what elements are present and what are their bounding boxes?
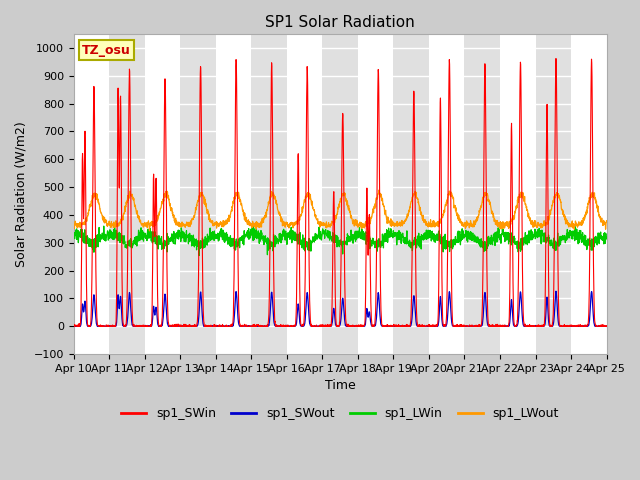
Bar [394, 34, 429, 354]
Bar [252, 34, 287, 354]
Y-axis label: Solar Radiation (W/m2): Solar Radiation (W/m2) [15, 121, 28, 267]
Bar [536, 34, 571, 354]
X-axis label: Time: Time [324, 379, 355, 392]
Bar [323, 34, 358, 354]
Bar [465, 34, 500, 354]
Text: TZ_osu: TZ_osu [82, 44, 131, 57]
Title: SP1 Solar Radiation: SP1 Solar Radiation [265, 15, 415, 30]
Bar [180, 34, 216, 354]
Bar [109, 34, 145, 354]
Legend: sp1_SWin, sp1_SWout, sp1_LWin, sp1_LWout: sp1_SWin, sp1_SWout, sp1_LWin, sp1_LWout [116, 402, 564, 425]
